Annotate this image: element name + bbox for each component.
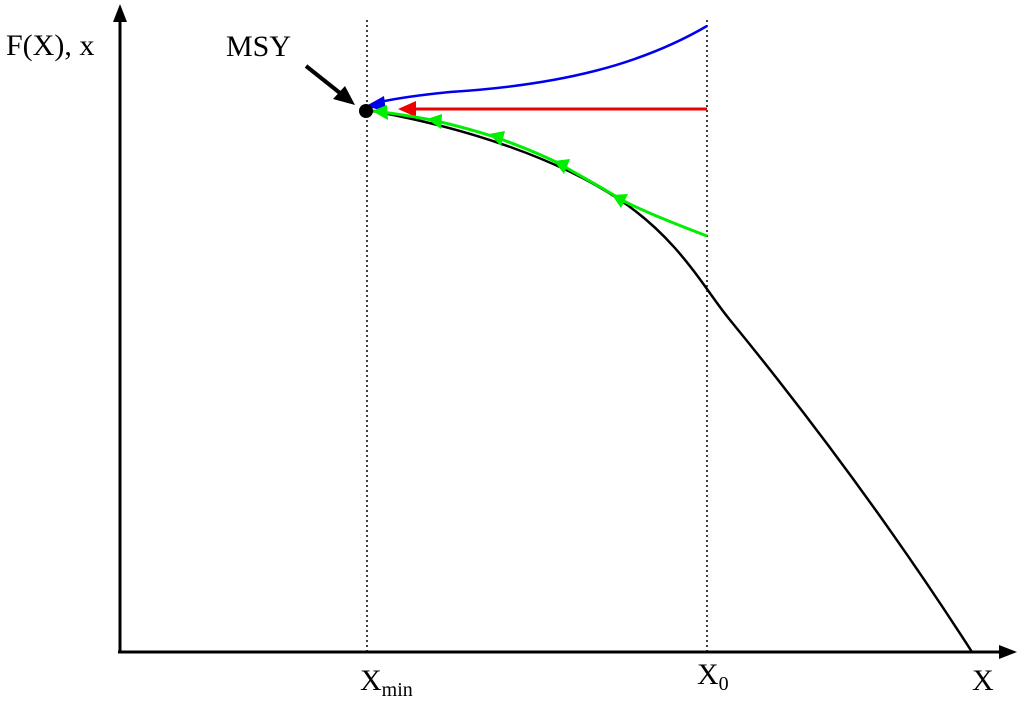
msy-point <box>359 104 373 118</box>
green-path <box>373 109 708 238</box>
x-min-label-subscript: min <box>382 679 413 701</box>
x-min-label-base: X <box>360 664 382 697</box>
x-axis-label: X <box>972 664 994 697</box>
msy-label: MSY <box>226 30 291 63</box>
green-arrowhead <box>372 105 388 120</box>
x-axis-arrowhead <box>999 645 1017 659</box>
blue-path <box>371 24 708 106</box>
x0-label-subscript: 0 <box>719 673 729 695</box>
green-arrowhead <box>554 159 570 174</box>
f-x-curve <box>366 108 974 653</box>
red-path-arrowhead <box>398 101 416 117</box>
y-axis-arrowhead <box>113 4 127 22</box>
x0-label: X0 <box>697 658 729 695</box>
green-arrowhead <box>427 114 442 129</box>
x-min-label: Xmin <box>360 664 413 701</box>
msy-pointer-arrow <box>304 64 347 99</box>
green-arrowhead <box>489 131 505 146</box>
arrow-pointer-icon <box>333 86 355 105</box>
x0-label-base: X <box>697 658 719 691</box>
y-axis-label: F(X), x <box>6 29 94 62</box>
green-arrowhead <box>612 194 628 208</box>
